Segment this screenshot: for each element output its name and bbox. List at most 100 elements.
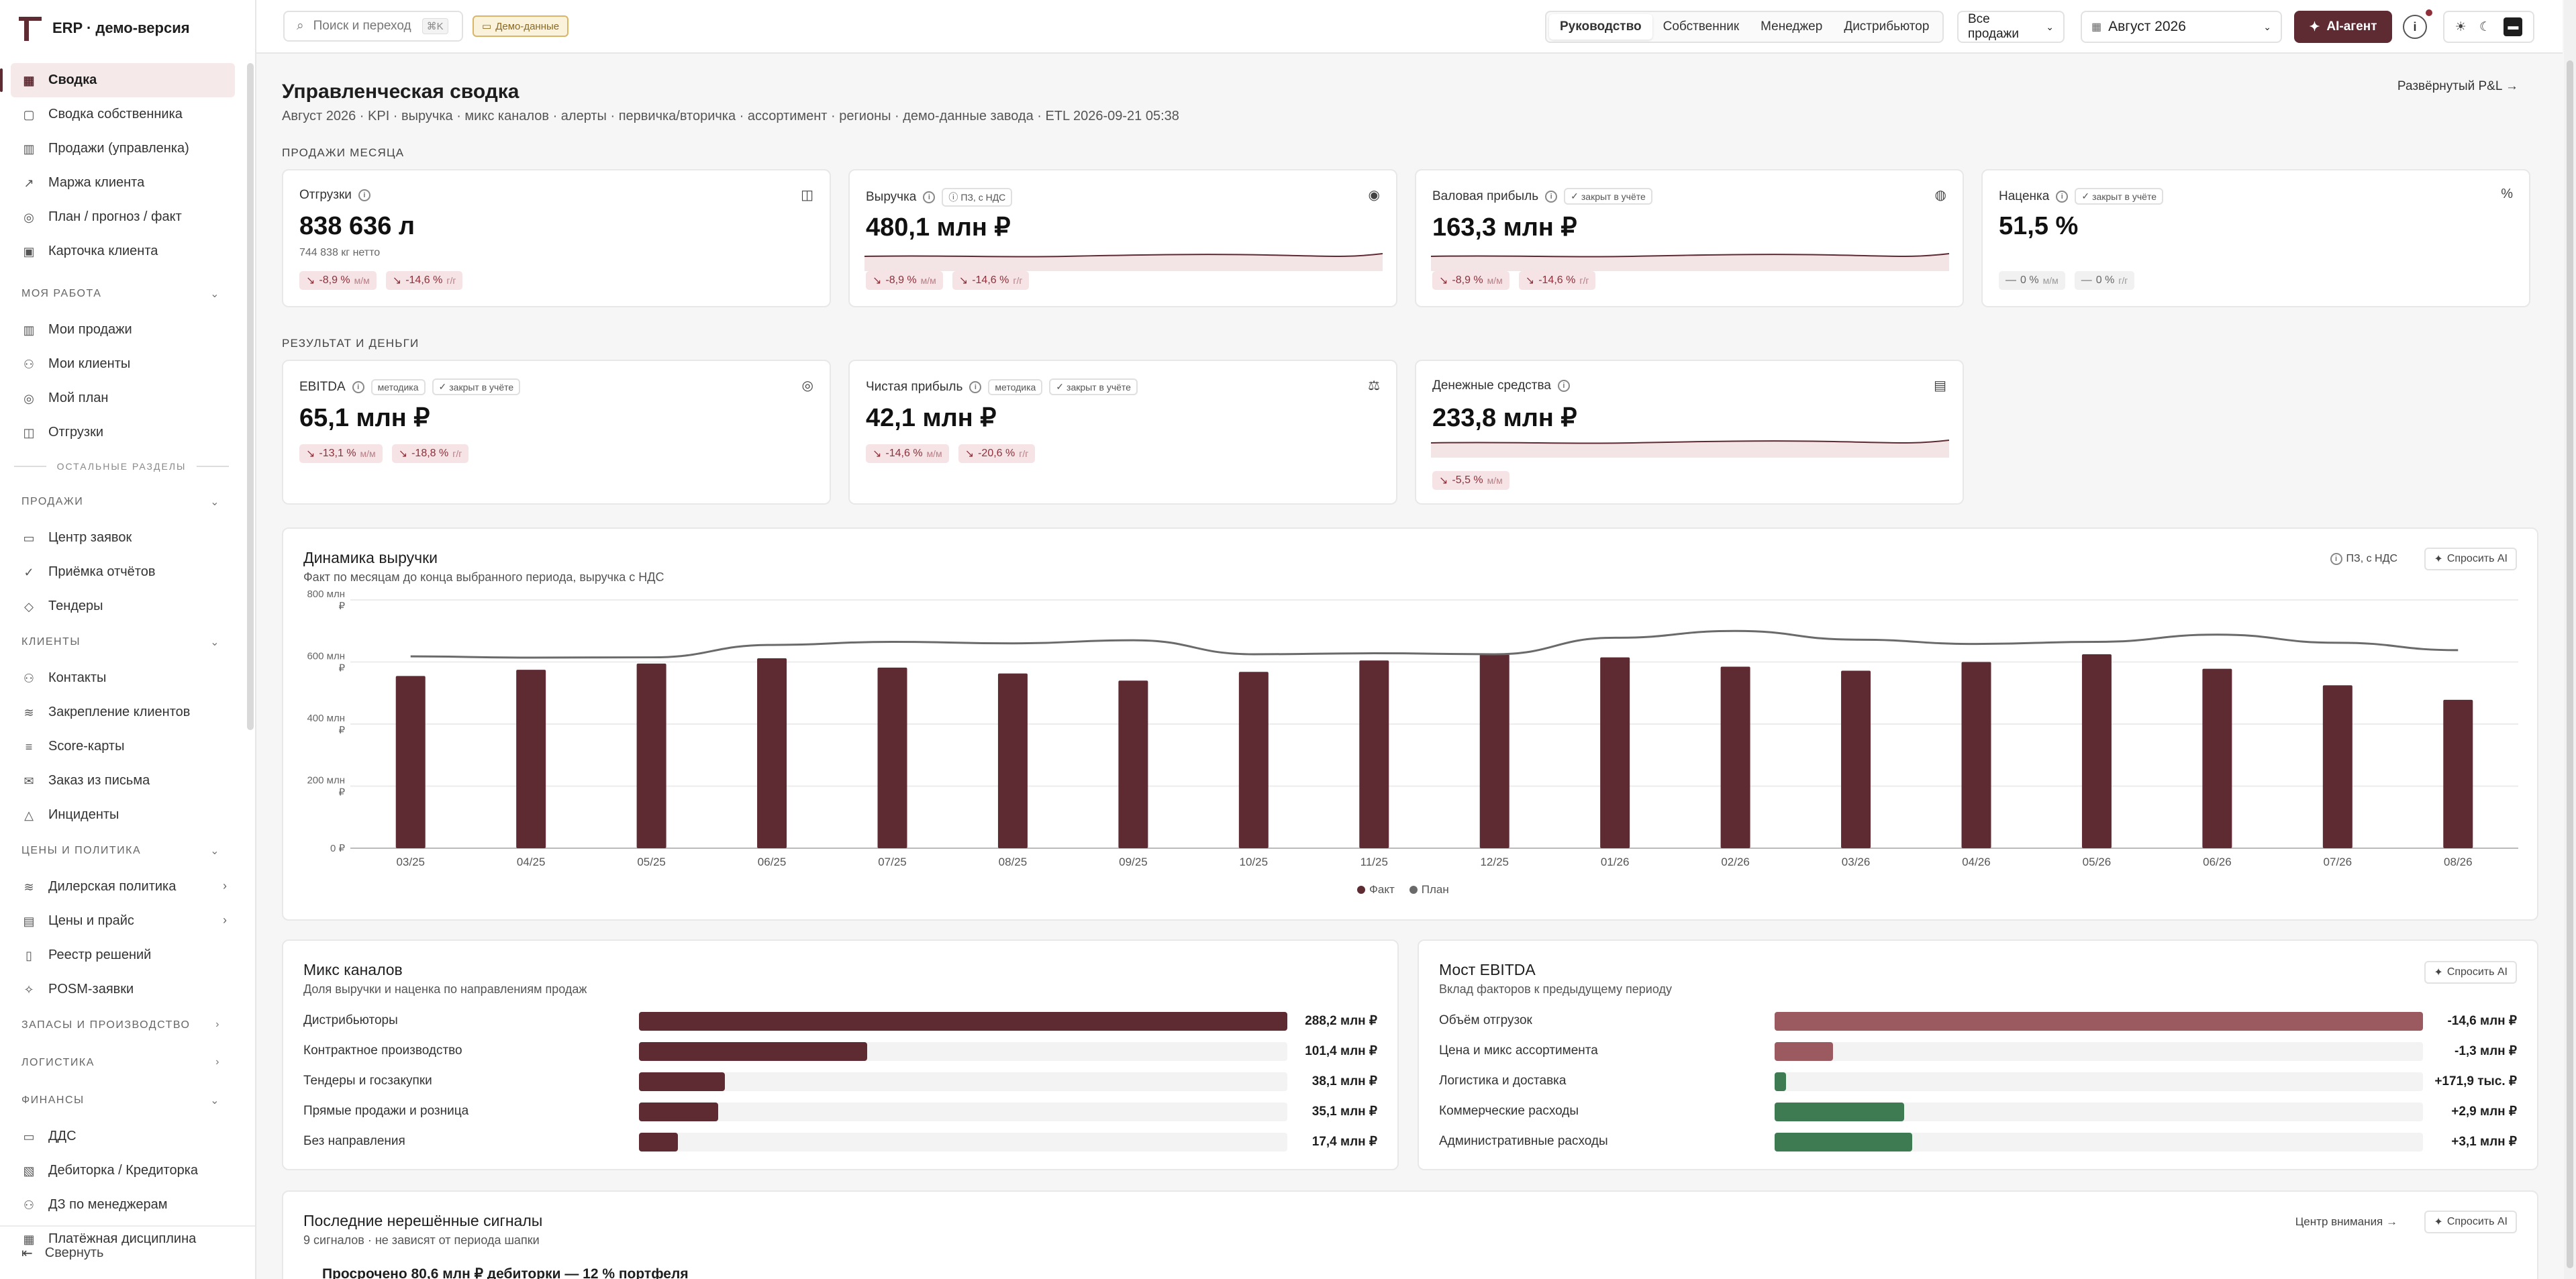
sidebar-item[interactable]: ▦ Сводка xyxy=(0,63,235,97)
sidebar-item[interactable]: ⚇ Контакты xyxy=(0,661,243,695)
brand[interactable]: ERP · демо-версия xyxy=(19,15,190,42)
sidebar-item[interactable]: ≡ Score-карты xyxy=(0,729,243,764)
sidebar-item[interactable]: ▯ Реестр решений xyxy=(0,938,243,972)
sidebar-section-clients[interactable]: КЛИЕНТЫ ⌄ xyxy=(0,623,243,661)
sales-filter-select[interactable]: Все продажи ⌄ xyxy=(1957,11,2065,43)
sun-icon[interactable]: ☀ xyxy=(2455,19,2467,34)
sidebar-item[interactable]: ▤ Цены и прайс › xyxy=(0,904,243,938)
sidebar-item[interactable]: ▧ Дебиторка / Кредиторка xyxy=(0,1154,243,1188)
delta-badge: ↘ -14,6 % м/м xyxy=(866,444,949,463)
info-button[interactable]: i xyxy=(2403,15,2427,39)
sidebar-item[interactable]: ⚇ ДЗ по менеджерам xyxy=(0,1188,243,1222)
demo-icon: ▭ xyxy=(482,21,492,32)
kpi-card[interactable]: Отгрузки i ◫ 838 636 л 744 838 кг нетто ↘ -8,9… xyxy=(282,169,831,307)
sidebar-item[interactable]: ≋ Закрепление клиентов xyxy=(0,695,243,729)
bar-row[interactable]: Без направления 17,4 млн ₽ xyxy=(303,1131,1377,1152)
ask-ai-button[interactable]: ✦ Спросить AI xyxy=(2424,1211,2517,1233)
bar-row[interactable]: Тендеры и госзакупки 38,1 млн ₽ xyxy=(303,1071,1377,1091)
page-scrollbar[interactable] xyxy=(2564,0,2576,1279)
sidebar-item[interactable]: ✧ POSM-заявки xyxy=(0,972,243,1007)
sidebar-section-sales[interactable]: ПРОДАЖИ ⌄ xyxy=(0,483,243,521)
bar-row[interactable]: Цена и микс ассортимента -1,3 млн ₽ xyxy=(1439,1041,2517,1061)
target-icon: ◎ xyxy=(801,378,813,393)
sparkline-area xyxy=(1431,254,1949,271)
info-icon[interactable]: i xyxy=(1545,190,1558,203)
delta-value: -13,1 % xyxy=(319,448,356,459)
trend-down-icon: ↘ xyxy=(958,275,969,287)
sidebar-item[interactable]: △ Инциденты xyxy=(0,798,243,832)
info-icon[interactable]: i xyxy=(1557,380,1570,392)
sidebar-section-pricing[interactable]: ЦЕНЫ И ПОЛИТИКА ⌄ xyxy=(0,832,243,870)
sidebar-item[interactable]: ◎ Мой план xyxy=(0,381,243,415)
info-icon[interactable]: i xyxy=(358,189,370,201)
legend-item[interactable]: План xyxy=(1409,883,1449,897)
sidebar-item[interactable]: ◎ План / прогноз / факт xyxy=(0,200,243,234)
trend-down-icon: ↘ xyxy=(306,275,315,287)
sidebar-item[interactable]: ≋ Дилерская политика › xyxy=(0,870,243,904)
bar-fill xyxy=(639,1012,1287,1031)
bar-row[interactable]: Дистрибьюторы 288,2 млн ₽ xyxy=(303,1011,1377,1031)
kpi-card[interactable]: Валовая прибыль i ✓ закрыт в учёте ◍ 163,3 мл… xyxy=(1415,169,1964,307)
bar-row[interactable]: Логистика и доставка +171,9 тыс. ₽ xyxy=(1439,1071,2517,1091)
sidebar-item[interactable]: ✓ Приёмка отчётов xyxy=(0,555,243,589)
kpi-card[interactable]: EBITDA i методика ✓ закрыт в учёте ◎ 65,1 млн … xyxy=(282,360,831,505)
sidebar-section-stock[interactable]: ЗАПАСЫ И ПРОИЗВОДСТВО › xyxy=(0,1007,243,1044)
delta-badge: ↘ -14,6 % г/г xyxy=(1518,271,1596,290)
kpi-card[interactable]: Денежные средства i ▤ 233,8 млн ₽ ↘ -5,5 % м/м xyxy=(1415,360,1964,505)
sidebar-item[interactable]: ▢ Сводка собственника xyxy=(0,97,243,132)
sidebar-item[interactable]: ↗ Маржа клиента xyxy=(0,166,243,200)
attention-center-link[interactable]: Центр внимания → xyxy=(2287,1211,2406,1233)
bar-row[interactable]: Административные расходы +3,1 млн ₽ xyxy=(1439,1131,2517,1152)
sidebar-item[interactable]: ◫ Отгрузки xyxy=(0,415,243,450)
delta-period: г/г xyxy=(2118,275,2128,286)
role-tab[interactable]: Менеджер xyxy=(1761,19,1823,34)
info-icon[interactable]: i xyxy=(969,380,982,393)
role-tab[interactable]: Собственник xyxy=(1663,19,1740,34)
sidebar-scrollbar[interactable] xyxy=(247,63,254,730)
y-tick-label: 600 млн xyxy=(307,651,345,662)
sidebar-item[interactable]: ✉ Заказ из письма xyxy=(0,764,243,798)
kpi-card[interactable]: Выручка i ⓘ ПЗ, с НДС ◉ 480,1 млн ₽ ↘ -8,9 % м/м… xyxy=(848,169,1397,307)
sidebar-section-my_work[interactable]: МОЯ РАБОТА ⌄ xyxy=(0,275,243,313)
bar-row[interactable]: Прямые продажи и розница 35,1 млн ₽ xyxy=(303,1101,1377,1121)
sidebar-item[interactable]: ▦ Платёжная дисциплина xyxy=(0,1222,243,1256)
collapse-button[interactable]: ⇤ Свернуть xyxy=(0,1225,255,1279)
info-icon[interactable]: i xyxy=(2056,190,2069,203)
layers-icon: ≋ xyxy=(23,705,34,719)
pnl-link[interactable]: Развёрнутый P&L → xyxy=(2397,79,2518,93)
sidebar-item[interactable]: ▣ Карточка клиента xyxy=(0,234,243,268)
bar-row[interactable]: Объём отгрузок -14,6 млн ₽ xyxy=(1439,1011,2517,1031)
ask-ai-button[interactable]: ✦ Спросить AI xyxy=(2424,961,2517,984)
kpi-card[interactable]: Чистая прибыль i методика ✓ закрыт в учёте ⚖ 4… xyxy=(848,360,1397,505)
sidebar-item[interactable]: ▥ Мои продажи xyxy=(0,313,243,347)
signal-item[interactable]: Просрочено 80,6 млн ₽ дебиторки — 12 % п… xyxy=(322,1266,689,1279)
moon-icon[interactable]: ☾ xyxy=(2479,19,2491,34)
role-tab[interactable]: Дистрибьютор xyxy=(1844,19,1930,34)
sidebar-item-label: Реестр решений xyxy=(48,948,152,962)
sidebar-item-label: ДЗ по менеджерам xyxy=(48,1197,168,1212)
role-tab[interactable]: Руководство xyxy=(1549,14,1652,40)
sidebar-item[interactable]: ⚇ Мои клиенты xyxy=(0,347,243,381)
ai-agent-button[interactable]: ✦ AI-агент xyxy=(2294,11,2392,43)
delta-value: -8,9 % xyxy=(319,274,350,286)
info-icon[interactable]: i xyxy=(923,191,936,203)
sidebar-item[interactable]: ▭ Центр заявок xyxy=(0,521,243,555)
bar-row[interactable]: Коммерческие расходы +2,9 млн ₽ xyxy=(1439,1101,2517,1121)
period-select[interactable]: ▦ Август 2026 ⌄ xyxy=(2081,11,2282,43)
ask-ai-button[interactable]: ✦ Спросить AI xyxy=(2424,548,2517,570)
search-input[interactable]: ⌕ Поиск и переход ⌘K xyxy=(283,11,463,42)
kpi-card[interactable]: Наценка i ✓ закрыт в учёте% 51,5 % —0 % м/м —0 … xyxy=(1981,169,2530,307)
sidebar-section-finance[interactable]: ФИНАНСЫ ⌄ xyxy=(0,1082,243,1119)
sidebar-section-logistics[interactable]: ЛОГИСТИКА › xyxy=(0,1044,243,1082)
kpi-chip-label: закрыт в учёте xyxy=(2092,191,2157,202)
sidebar-item[interactable]: ▭ ДДС xyxy=(0,1119,243,1154)
monitor-icon[interactable]: ▬ xyxy=(2504,17,2523,36)
kpi-header: Наценка i ✓ закрыт в учёте xyxy=(1999,188,2163,205)
info-icon[interactable]: i xyxy=(352,380,364,393)
sidebar-item[interactable]: ▥ Продажи (управленка) xyxy=(0,132,243,166)
bar-row[interactable]: Контрактное производство 101,4 млн ₽ xyxy=(303,1041,1377,1061)
target-icon: ◎ xyxy=(23,391,34,405)
legend-item[interactable]: Факт xyxy=(1357,883,1395,897)
sidebar-item[interactable]: ◇ Тендеры xyxy=(0,589,243,623)
kpi-header: Чистая прибыль i методика ✓ закрыт в учёте xyxy=(866,378,1138,395)
